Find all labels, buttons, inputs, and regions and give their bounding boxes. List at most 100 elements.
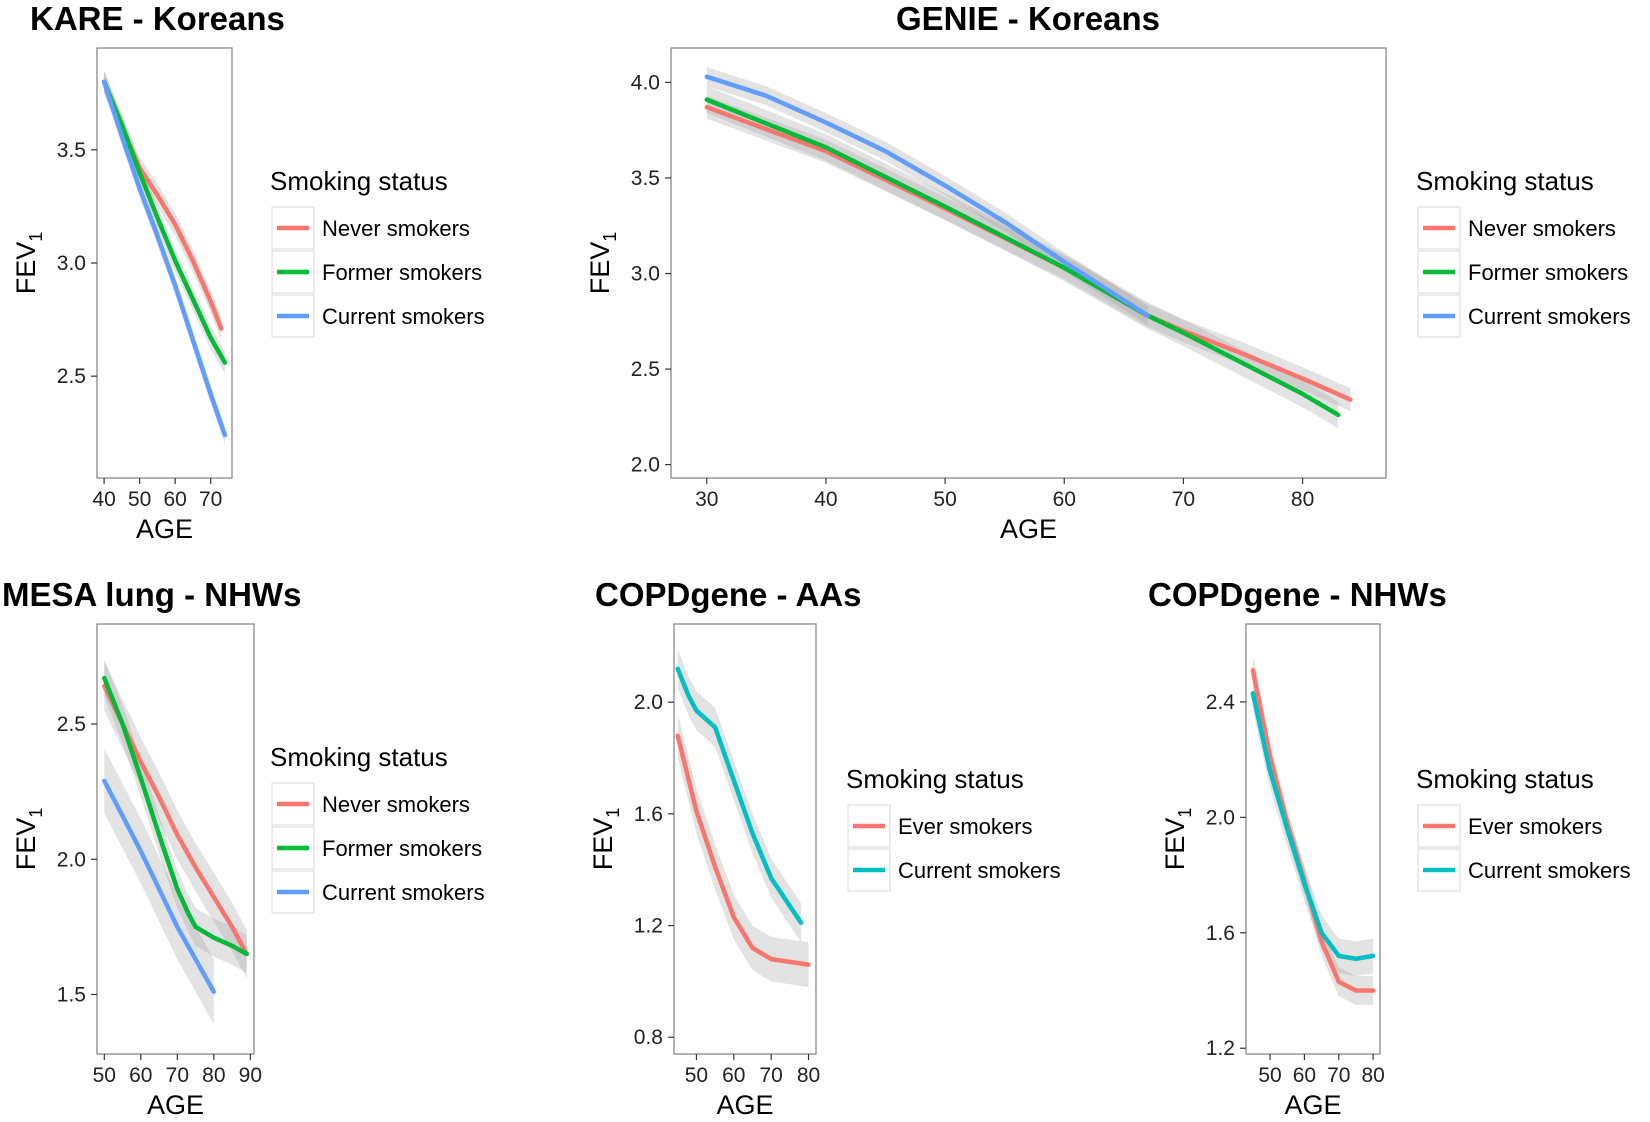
y-axis-title-main: FEV (11, 242, 41, 295)
y-tick-label: 2.0 (631, 454, 660, 477)
y-tick-label: 2.0 (1206, 806, 1235, 829)
legend-label: Never smokers (322, 792, 470, 817)
y-tick-label: 1.6 (634, 803, 663, 826)
legend-label: Never smokers (1468, 216, 1616, 241)
legend-label: Former smokers (1468, 260, 1628, 285)
plot-area (670, 47, 1387, 479)
y-axis-title: FEV1 (585, 232, 620, 295)
legend-title: Smoking status (1416, 764, 1594, 794)
legend-label: Ever smokers (898, 814, 1032, 839)
x-tick-label: 60 (722, 1064, 745, 1087)
y-axis-title: FEV1 (1160, 808, 1195, 871)
x-tick-label: 40 (92, 488, 115, 511)
series-line (1250, 691, 1376, 962)
x-tick-label: 70 (759, 1064, 782, 1087)
y-axis-title: FEV1 (11, 232, 46, 295)
legend-label: Ever smokers (1468, 814, 1602, 839)
legend-label: Former smokers (322, 836, 482, 861)
series-line (102, 675, 249, 957)
series-line (101, 79, 228, 438)
x-tick-label: 60 (1053, 488, 1076, 511)
y-axis-title: FEV1 (588, 808, 623, 871)
x-tick-label: 40 (814, 488, 837, 511)
y-axis-title-subscript: 1 (1175, 808, 1195, 818)
y-tick-label: 2.5 (57, 713, 86, 736)
y-tick-label: 1.5 (57, 984, 86, 1007)
y-tick-label: 2.0 (634, 691, 663, 714)
y-axis-title-subscript: 1 (26, 808, 46, 818)
legend-label: Never smokers (322, 216, 470, 241)
y-tick-label: 1.2 (634, 915, 663, 938)
x-tick-label: 50 (685, 1064, 708, 1087)
plot-area (1245, 623, 1381, 1055)
plot-area (673, 623, 817, 1055)
legend-label: Current smokers (322, 880, 485, 905)
x-tick-label: 90 (239, 1064, 262, 1087)
x-tick-label: 70 (1327, 1064, 1350, 1087)
y-axis-title-main: FEV (588, 818, 618, 871)
x-tick-label: 30 (695, 488, 718, 511)
y-tick-label: 0.8 (634, 1026, 663, 1049)
x-axis-title: AGE (136, 514, 193, 544)
panel-copd_aa: COPDgene - AAs 50 60 70 80 0.8 1.2 1.6 2.0 AGE FEV… (588, 576, 1061, 1120)
plot-area (96, 623, 255, 1055)
legend-title: Smoking status (1416, 166, 1594, 196)
y-tick-label: 4.0 (631, 71, 660, 94)
y-tick-label: 2.0 (57, 848, 86, 871)
panel-genie: GENIE - Koreans 30 40 50 60 70 80 2.0 2.5 3.0 3.5 4… (585, 0, 1631, 544)
legend-title: Smoking status (846, 764, 1024, 794)
x-axis-title: AGE (1000, 514, 1057, 544)
legend-label: Current smokers (1468, 304, 1631, 329)
series-line (675, 733, 811, 967)
y-axis-title-subscript: 1 (26, 232, 46, 242)
series-line (101, 79, 228, 365)
x-tick-label: 80 (1291, 488, 1314, 511)
y-tick-label: 3.5 (57, 139, 86, 162)
y-tick-label: 1.2 (1206, 1037, 1235, 1060)
legend-label: Current smokers (1468, 858, 1631, 883)
x-axis-title: AGE (716, 1090, 773, 1120)
y-axis-title: FEV1 (11, 808, 46, 871)
panel-copd_nhw: COPDgene - NHWs 50 60 70 80 1.2 1.6 2.0 2.4 AGE FE… (1148, 576, 1631, 1120)
x-tick-label: 60 (163, 488, 186, 511)
confidence-band (104, 661, 247, 979)
panel-kare: KARE - Koreans 40 50 60 70 2.5 3.0 3.5 AGE FEV1 Sm… (11, 0, 485, 544)
series-line (102, 778, 217, 995)
series-line (704, 74, 1150, 318)
x-tick-label: 50 (128, 488, 151, 511)
x-tick-label: 70 (199, 488, 222, 511)
y-axis-title-subscript: 1 (600, 232, 620, 242)
x-tick-label: 80 (797, 1064, 820, 1087)
x-tick-label: 70 (1172, 488, 1195, 511)
x-tick-label: 80 (1361, 1064, 1384, 1087)
confidence-band (104, 659, 247, 973)
y-tick-label: 1.6 (1206, 922, 1235, 945)
x-axis-title: AGE (1284, 1090, 1341, 1120)
x-tick-label: 60 (129, 1064, 152, 1087)
x-tick-label: 80 (202, 1064, 225, 1087)
panel-title: GENIE - Koreans (896, 0, 1160, 37)
legend-label: Former smokers (322, 260, 482, 285)
panel-title: KARE - Koreans (30, 0, 285, 37)
series-line (675, 666, 804, 926)
panel-mesa: MESA lung - NHWs 50 60 70 80 90 1.5 2.0 2.5 AGE FE… (2, 576, 485, 1120)
y-tick-label: 3.5 (631, 167, 660, 190)
y-axis-title-main: FEV (585, 242, 615, 295)
x-tick-label: 70 (166, 1064, 189, 1087)
y-tick-label: 3.0 (57, 252, 86, 275)
legend-title: Smoking status (270, 742, 448, 772)
panel-title: COPDgene - AAs (595, 576, 861, 613)
panel-title: MESA lung - NHWs (2, 576, 301, 613)
y-tick-label: 2.5 (631, 358, 660, 381)
panel-title: COPDgene - NHWs (1148, 576, 1447, 613)
y-axis-title-main: FEV (1160, 818, 1190, 871)
legend-title: Smoking status (270, 166, 448, 196)
y-axis-title-main: FEV (11, 818, 41, 871)
y-tick-label: 2.4 (1206, 691, 1236, 714)
y-axis-title-subscript: 1 (603, 808, 623, 818)
x-tick-label: 60 (1293, 1064, 1316, 1087)
x-tick-label: 50 (1258, 1064, 1281, 1087)
legend-label: Current smokers (898, 858, 1061, 883)
x-axis-title: AGE (147, 1090, 204, 1120)
